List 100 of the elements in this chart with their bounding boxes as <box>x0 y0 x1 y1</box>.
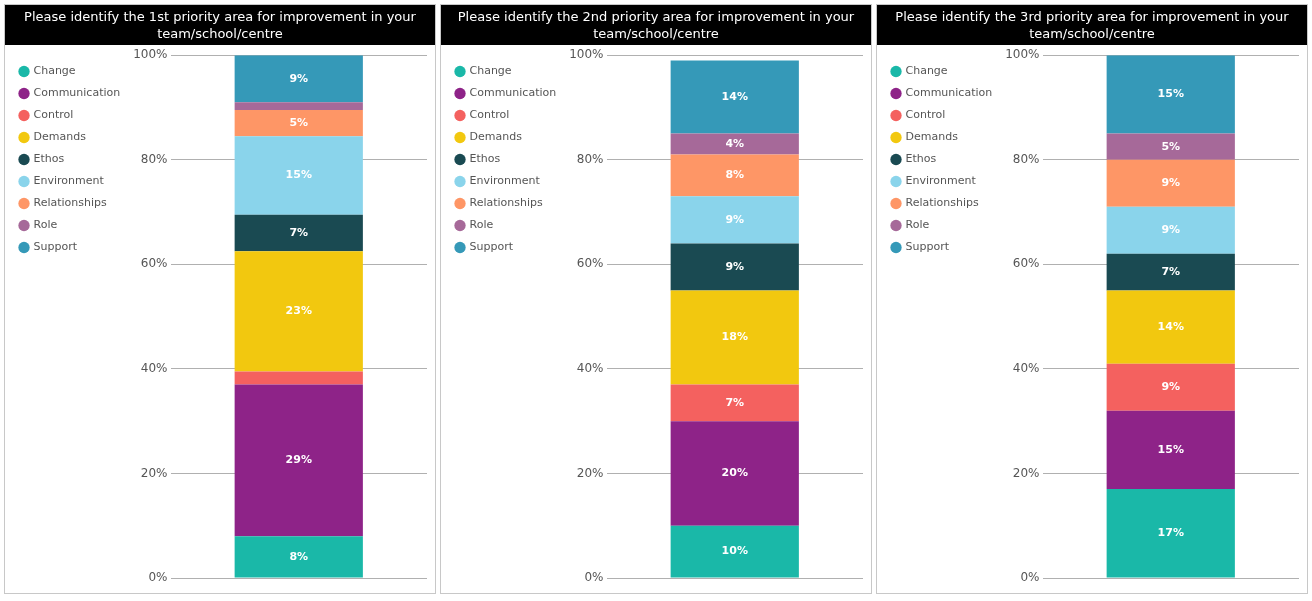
bar <box>234 536 363 578</box>
bar <box>1106 159 1235 207</box>
bar <box>1106 410 1235 490</box>
legend-label: Communication <box>905 86 993 100</box>
legend-label: Relationships <box>469 196 544 210</box>
chart-title: Please identify the 1st priority area for improvement in your team/school/centre <box>5 5 435 45</box>
y-tick-label: 0% <box>1020 570 1040 585</box>
bar <box>670 290 799 385</box>
data-label: 8% <box>725 168 745 182</box>
y-tick-label: 100% <box>133 47 168 62</box>
bar <box>234 251 363 372</box>
legend-label: Support <box>905 240 950 254</box>
data-label: 9% <box>1161 380 1181 394</box>
bar <box>1106 253 1235 291</box>
bar <box>234 384 363 537</box>
y-tick-label: 20% <box>1012 465 1040 480</box>
legend-label: Demands <box>33 130 87 144</box>
legend-label: Ethos <box>33 152 65 166</box>
legend-label: Relationships <box>905 196 980 210</box>
y-tick-label: 20% <box>576 465 604 480</box>
legend-label: Change <box>33 64 76 78</box>
legend-label: Role <box>469 218 494 232</box>
data-label: 7% <box>289 225 309 239</box>
chart-title: Please identify the 2nd priority area for improvement in your team/school/centre <box>441 5 871 45</box>
data-label: 4% <box>725 136 745 150</box>
y-tick-label: 40% <box>1012 361 1040 376</box>
data-label: 17% <box>1157 526 1184 540</box>
y-tick-label: 0% <box>584 570 604 585</box>
data-label: 5% <box>1161 139 1181 153</box>
bar <box>670 60 799 134</box>
bar <box>670 133 799 155</box>
data-label: 9% <box>1161 176 1181 190</box>
legend-label: Role <box>905 218 930 232</box>
legend-label: Change <box>905 64 948 78</box>
data-label: 15% <box>1157 87 1184 101</box>
y-tick-label: 0% <box>148 570 168 585</box>
data-label: 14% <box>1157 319 1184 333</box>
legend-label: Change <box>469 64 512 78</box>
y-tick-label: 60% <box>576 256 604 271</box>
data-label: 9% <box>289 71 309 85</box>
bar <box>670 421 799 526</box>
y-tick-label: 40% <box>140 361 168 376</box>
y-tick-label: 40% <box>576 361 604 376</box>
data-label: 8% <box>289 549 309 563</box>
data-label: 9% <box>1161 223 1181 237</box>
data-label: 9% <box>725 259 745 273</box>
data-label: 10% <box>721 544 748 558</box>
bar <box>1106 206 1235 254</box>
data-label: 15% <box>1157 442 1184 456</box>
legend-label: Environment <box>33 174 105 188</box>
bar <box>234 55 363 103</box>
legend-label: Support <box>469 240 514 254</box>
chart-title: Please identify the 3rd priority area for improvement in your team/school/centre <box>877 5 1307 45</box>
data-label: 5% <box>289 116 309 130</box>
bar <box>1106 55 1235 134</box>
y-tick-label: 60% <box>140 256 168 271</box>
bar <box>670 525 799 578</box>
legend-label: Role <box>33 218 58 232</box>
bar <box>1106 133 1235 160</box>
data-label: 18% <box>721 330 748 344</box>
bar <box>1106 363 1235 411</box>
legend-label: Control <box>33 108 74 122</box>
bar <box>670 196 799 244</box>
legend-label: Communication <box>33 86 121 100</box>
legend-label: Communication <box>469 86 557 100</box>
y-tick-label: 80% <box>576 151 604 166</box>
bar <box>1106 290 1235 364</box>
data-label: 7% <box>725 395 745 409</box>
bar <box>670 154 799 197</box>
y-tick-label: 80% <box>140 151 168 166</box>
legend-label: Environment <box>905 174 977 188</box>
y-tick-label: 80% <box>1012 151 1040 166</box>
data-label: 20% <box>721 466 748 480</box>
y-tick-label: 20% <box>140 465 168 480</box>
bar <box>234 136 363 215</box>
y-tick-label: 100% <box>1005 47 1040 62</box>
legend-label: Control <box>905 108 946 122</box>
legend-label: Ethos <box>905 152 937 166</box>
data-label: 23% <box>285 304 312 318</box>
legend-label: Demands <box>469 130 523 144</box>
legend-label: Demands <box>905 130 959 144</box>
legend-label: Environment <box>469 174 541 188</box>
y-tick-label: 100% <box>569 47 604 62</box>
y-tick-label: 60% <box>1012 256 1040 271</box>
data-label: 15% <box>285 168 312 182</box>
data-label: 14% <box>721 89 748 103</box>
bar <box>670 384 799 422</box>
legend-label: Relationships <box>33 196 108 210</box>
bar <box>234 371 363 385</box>
bar <box>234 214 363 252</box>
legend-label: Control <box>469 108 510 122</box>
bar <box>670 243 799 291</box>
data-label: 7% <box>1161 265 1181 279</box>
bar <box>234 110 363 137</box>
bar <box>234 102 363 111</box>
data-label: 29% <box>285 453 312 467</box>
data-label: 9% <box>725 212 745 226</box>
legend-label: Support <box>33 240 78 254</box>
legend-label: Ethos <box>469 152 501 166</box>
bar <box>1106 489 1235 578</box>
